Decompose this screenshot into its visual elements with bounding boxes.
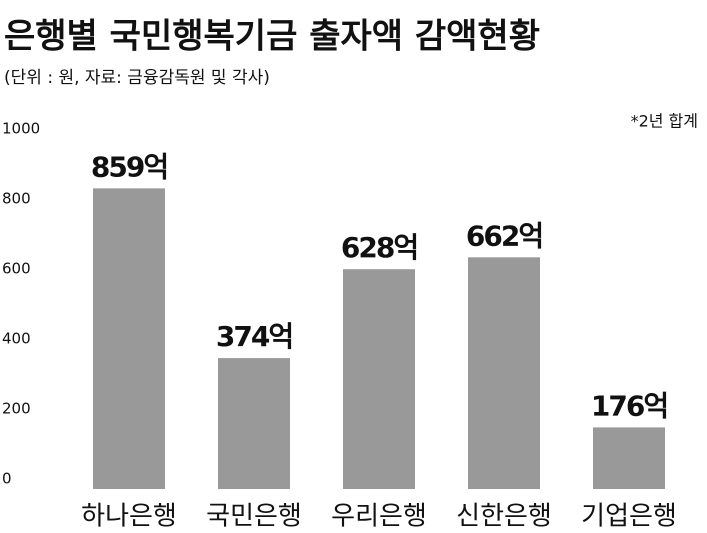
- data-label: 859억: [91, 150, 167, 183]
- data-label: 176억: [591, 389, 667, 422]
- x-tick-label: 국민은행: [206, 502, 302, 532]
- data-label: 662억: [466, 219, 542, 252]
- x-tick-label: 신한은행: [456, 502, 552, 532]
- bar: [468, 257, 540, 489]
- chart-subtitle: (단위 : 원, 자료: 금융감독원 및 각사): [4, 68, 270, 88]
- y-tick-label: 400: [2, 330, 31, 348]
- y-tick-label: 600: [2, 260, 31, 278]
- annotation: *2년 합계: [631, 112, 698, 131]
- chart-title: 은행별 국민행복기금 출자액 감액현황: [4, 17, 540, 57]
- y-tick-label: 200: [2, 400, 31, 418]
- data-label: 374억: [216, 320, 292, 353]
- x-tick-label: 우리은행: [331, 502, 427, 532]
- x-tick-label: 하나은행: [81, 502, 177, 532]
- bar: [218, 358, 290, 489]
- y-tick-label: 1000: [2, 120, 40, 138]
- y-tick-label: 800: [2, 190, 31, 208]
- data-label: 628억: [341, 231, 417, 264]
- y-tick-label: 0: [2, 470, 12, 488]
- x-tick-label: 기업은행: [581, 502, 677, 532]
- bar: [593, 427, 665, 489]
- bar: [343, 269, 415, 489]
- bar: [93, 188, 165, 489]
